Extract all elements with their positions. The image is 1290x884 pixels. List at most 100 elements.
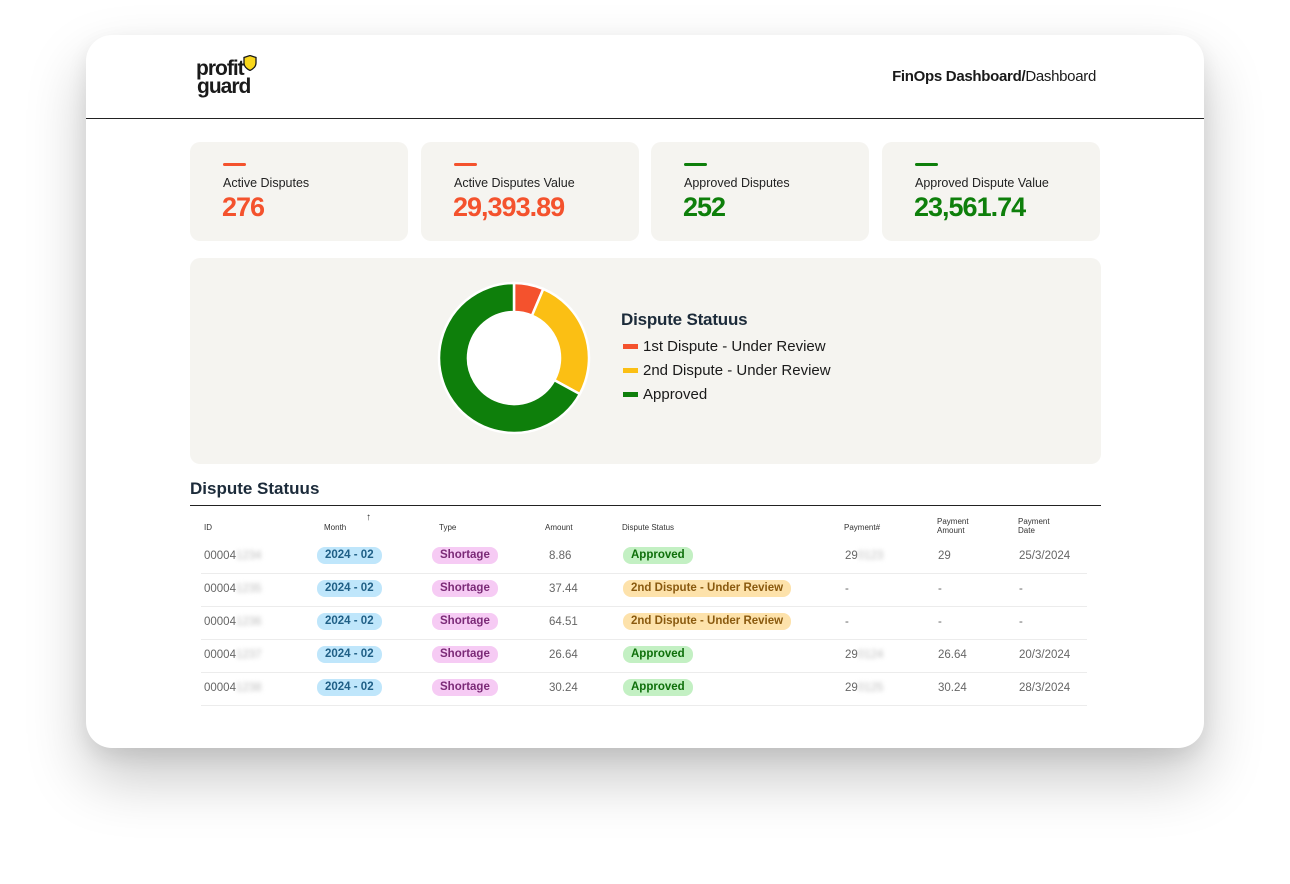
id-redacted: 1236 <box>235 616 262 628</box>
id-visible: 00004 <box>204 682 236 694</box>
table-row[interactable]: 000041236 2024 - 02 Shortage 64.51 2nd Dispu… <box>201 606 1087 640</box>
legend-swatch <box>623 392 638 397</box>
section-divider <box>190 505 1101 506</box>
type-badge: Shortage <box>432 679 498 697</box>
status-badge: 2nd Dispute - Under Review <box>623 580 792 598</box>
status-badge: Approved <box>623 547 693 565</box>
cell-id: 000041237 <box>204 639 262 672</box>
cell-amount: 37.44 <box>549 583 578 595</box>
column-header-type[interactable]: Type <box>439 523 457 532</box>
card-value: 276 <box>222 192 265 222</box>
cell-month: 2024 - 02 <box>317 540 382 573</box>
column-header-amount[interactable]: Amount <box>545 523 573 532</box>
card-value: 252 <box>683 192 726 222</box>
type-badge: Shortage <box>432 646 498 664</box>
card-accent <box>223 163 246 166</box>
legend-item-approved[interactable]: Approved <box>621 386 831 410</box>
card-approved-dispute-value: Approved Dispute Value 23,561.74 <box>882 142 1100 241</box>
card-accent <box>454 163 477 166</box>
table-row[interactable]: 000041235 2024 - 02 Shortage 37.44 2nd Dispu… <box>201 573 1087 607</box>
breadcrumb-current: Dashboard <box>1025 68 1096 85</box>
table-row[interactable]: 000041237 2024 - 02 Shortage 26.64 Approved 2… <box>201 639 1087 673</box>
cell-amount: 30.24 <box>549 682 578 694</box>
payment-number-redacted: 0125 <box>857 682 884 694</box>
cell-id: 000041236 <box>204 606 262 639</box>
column-header-month[interactable]: Month <box>324 523 347 532</box>
table-section-title: Dispute Statuus <box>190 479 320 498</box>
month-badge: 2024 - 02 <box>317 646 382 664</box>
column-header-payment-date[interactable]: Payment Date <box>1018 517 1050 535</box>
cell-id: 000041234 <box>204 540 262 573</box>
sort-ascending-icon[interactable]: ↑ <box>366 512 371 523</box>
cell-dispute-status: Approved <box>623 639 693 672</box>
donut-center <box>469 313 559 403</box>
legend-label: Approved <box>643 386 708 403</box>
dashboard-window: profit guard FinOps Dashboard/Dashboard … <box>86 35 1204 748</box>
cell-payment-date: 28/3/2024 <box>1019 682 1071 694</box>
card-value: 29,393.89 <box>453 192 565 222</box>
payment-number-visible: - <box>845 616 849 628</box>
month-badge: 2024 - 02 <box>317 679 382 697</box>
status-badge: Approved <box>623 646 693 664</box>
summary-cards: Active Disputes 276 Active Disputes Valu… <box>190 142 1101 242</box>
cell-payment-number: 290124 <box>845 639 883 672</box>
cell-dispute-status: 2nd Dispute - Under Review <box>623 606 792 639</box>
profitguard-logo[interactable]: profit guard <box>196 55 266 101</box>
cell-payment-amount: 26.64 <box>938 649 967 661</box>
id-visible: 00004 <box>204 583 236 595</box>
id-redacted: 1237 <box>235 649 262 661</box>
column-header-dispute-status[interactable]: Dispute Status <box>622 523 675 532</box>
cell-month: 2024 - 02 <box>317 573 382 606</box>
logo-line2: guard <box>197 75 251 98</box>
id-visible: 00004 <box>204 550 236 562</box>
legend-swatch <box>623 368 638 373</box>
cell-payment-number: - <box>845 573 849 606</box>
legend-swatch <box>623 344 638 349</box>
card-active-disputes: Active Disputes 276 <box>190 142 408 241</box>
cell-payment-date: - <box>1019 616 1023 628</box>
payment-number-redacted: 0124 <box>857 649 884 661</box>
legend-item-1st-dispute[interactable]: 1st Dispute - Under Review <box>621 338 831 362</box>
card-accent <box>915 163 938 166</box>
card-active-disputes-value: Active Disputes Value 29,393.89 <box>421 142 639 241</box>
column-header-id[interactable]: ID <box>204 523 212 532</box>
donut-slice-approved[interactable] <box>437 281 582 435</box>
breadcrumb: FinOps Dashboard/Dashboard <box>892 68 1096 85</box>
cell-payment-amount: - <box>938 616 942 628</box>
payment-number-visible: 29 <box>845 682 858 694</box>
breadcrumb-parent[interactable]: FinOps Dashboard/ <box>892 68 1026 85</box>
status-badge: Approved <box>623 679 693 697</box>
column-header-payment-amount[interactable]: Payment Amount <box>937 517 969 535</box>
month-badge: 2024 - 02 <box>317 613 382 631</box>
cell-type: Shortage <box>432 573 498 606</box>
cell-type: Shortage <box>432 672 498 705</box>
payment-number-visible: 29 <box>845 550 858 562</box>
id-redacted: 1235 <box>235 583 262 595</box>
table-row[interactable]: 000041234 2024 - 02 Shortage 8.86 Approved 29… <box>201 540 1087 574</box>
cell-id: 000041235 <box>204 573 262 606</box>
cell-month: 2024 - 02 <box>317 606 382 639</box>
cell-payment-amount: 30.24 <box>938 682 967 694</box>
shield-icon <box>243 55 257 71</box>
type-badge: Shortage <box>432 613 498 631</box>
legend-item-2nd-dispute[interactable]: 2nd Dispute - Under Review <box>621 362 831 386</box>
cell-payment-amount: 29 <box>938 550 951 562</box>
id-redacted: 1234 <box>235 550 262 562</box>
cell-amount: 8.86 <box>549 550 572 562</box>
dispute-status-donut-chart <box>437 281 591 435</box>
cell-amount: 26.64 <box>549 649 578 661</box>
cell-payment-date: - <box>1019 583 1023 595</box>
card-label: Active Disputes <box>223 176 310 190</box>
top-header: profit guard FinOps Dashboard/Dashboard <box>86 35 1204 119</box>
column-header-payment-number[interactable]: Payment# <box>844 523 881 532</box>
cell-payment-amount: - <box>938 583 942 595</box>
month-badge: 2024 - 02 <box>317 547 382 565</box>
dispute-status-chart-panel: Dispute Statuus 1st Dispute - Under Revi… <box>190 258 1101 464</box>
cell-type: Shortage <box>432 540 498 573</box>
cell-id: 000041238 <box>204 672 262 705</box>
chart-title: Dispute Statuus <box>621 310 748 329</box>
logo-line1: profit <box>196 57 245 80</box>
cell-month: 2024 - 02 <box>317 639 382 672</box>
table-row[interactable]: 000041238 2024 - 02 Shortage 30.24 Approved 2… <box>201 672 1087 706</box>
cell-amount: 64.51 <box>549 616 578 628</box>
